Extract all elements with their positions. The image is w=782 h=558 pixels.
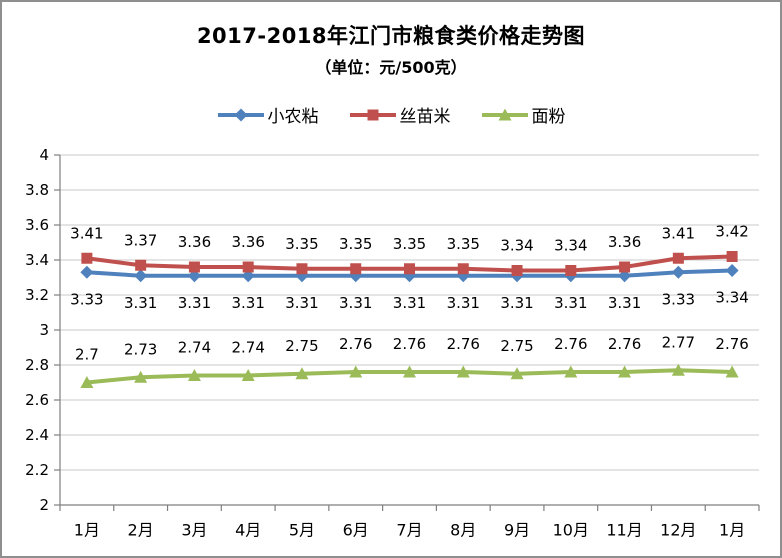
svg-text:2.7: 2.7 bbox=[75, 346, 99, 364]
svg-text:8月: 8月 bbox=[450, 521, 476, 540]
svg-text:3.31: 3.31 bbox=[554, 294, 587, 312]
svg-text:2.76: 2.76 bbox=[393, 335, 426, 353]
svg-text:3: 3 bbox=[39, 321, 49, 339]
svg-text:3.34: 3.34 bbox=[715, 289, 748, 307]
svg-text:12月: 12月 bbox=[660, 521, 696, 540]
svg-text:1月: 1月 bbox=[74, 521, 100, 540]
svg-text:2.76: 2.76 bbox=[715, 335, 748, 353]
svg-text:2.73: 2.73 bbox=[124, 340, 157, 358]
svg-text:3.37: 3.37 bbox=[124, 231, 157, 249]
legend-label: 面粉 bbox=[531, 107, 566, 127]
legend-label: 丝苗米 bbox=[399, 107, 451, 127]
svg-text:3.33: 3.33 bbox=[70, 290, 103, 308]
svg-text:2.8: 2.8 bbox=[25, 356, 49, 374]
svg-text:9月: 9月 bbox=[504, 521, 530, 540]
svg-text:3.31: 3.31 bbox=[500, 294, 533, 312]
svg-text:3.31: 3.31 bbox=[231, 294, 264, 312]
svg-text:3.31: 3.31 bbox=[608, 294, 641, 312]
svg-text:2.77: 2.77 bbox=[662, 333, 695, 351]
svg-text:5月: 5月 bbox=[289, 521, 315, 540]
svg-text:3.8: 3.8 bbox=[25, 181, 49, 199]
svg-text:2.76: 2.76 bbox=[447, 335, 480, 353]
svg-text:2.75: 2.75 bbox=[285, 337, 318, 355]
svg-text:2.76: 2.76 bbox=[554, 335, 587, 353]
svg-text:4: 4 bbox=[39, 146, 49, 164]
svg-text:3.36: 3.36 bbox=[608, 233, 641, 251]
svg-text:3.31: 3.31 bbox=[447, 294, 480, 312]
svg-text:1月: 1月 bbox=[719, 521, 745, 540]
svg-text:2.74: 2.74 bbox=[178, 339, 211, 357]
svg-text:11月: 11月 bbox=[606, 521, 642, 540]
svg-text:3.6: 3.6 bbox=[25, 216, 49, 234]
svg-text:3.34: 3.34 bbox=[554, 237, 587, 255]
svg-text:3.41: 3.41 bbox=[70, 224, 103, 242]
legend-item-series-2: 面粉 bbox=[481, 102, 566, 127]
svg-text:2月: 2月 bbox=[128, 521, 154, 540]
svg-text:10月: 10月 bbox=[553, 521, 589, 540]
svg-text:3.31: 3.31 bbox=[393, 294, 426, 312]
svg-text:2.75: 2.75 bbox=[500, 337, 533, 355]
chart-title: 2017-2018年江门市粮食类价格走势图 bbox=[196, 24, 586, 48]
svg-text:3.36: 3.36 bbox=[231, 233, 264, 251]
legend-label: 小农粘 bbox=[267, 107, 319, 127]
svg-text:2.2: 2.2 bbox=[25, 461, 49, 479]
svg-text:2.76: 2.76 bbox=[608, 335, 641, 353]
svg-text:3.33: 3.33 bbox=[662, 290, 695, 308]
legend-marker-triangle-icon bbox=[481, 108, 529, 122]
svg-text:2.6: 2.6 bbox=[25, 391, 49, 409]
svg-text:3.42: 3.42 bbox=[715, 223, 748, 241]
svg-text:3.35: 3.35 bbox=[393, 235, 426, 253]
svg-text:2.74: 2.74 bbox=[231, 339, 264, 357]
chart-subtitle: （单位：元/500克） bbox=[315, 58, 467, 77]
svg-text:2: 2 bbox=[39, 496, 49, 514]
svg-text:3.31: 3.31 bbox=[124, 294, 157, 312]
svg-text:4月: 4月 bbox=[235, 521, 261, 540]
svg-text:3.4: 3.4 bbox=[25, 251, 49, 269]
svg-text:3.31: 3.31 bbox=[339, 294, 372, 312]
svg-text:2.4: 2.4 bbox=[25, 426, 49, 444]
svg-text:7月: 7月 bbox=[396, 521, 422, 540]
svg-text:6月: 6月 bbox=[343, 521, 369, 540]
svg-text:3.31: 3.31 bbox=[285, 294, 318, 312]
svg-text:2.76: 2.76 bbox=[339, 335, 372, 353]
legend-item-series-1: 丝苗米 bbox=[349, 102, 451, 127]
legend-item-series-0: 小农粘 bbox=[217, 102, 319, 127]
svg-text:3.34: 3.34 bbox=[500, 237, 533, 255]
legend-marker-square-icon bbox=[349, 108, 397, 122]
svg-text:3.31: 3.31 bbox=[178, 294, 211, 312]
svg-text:3月: 3月 bbox=[181, 521, 207, 540]
svg-text:3.35: 3.35 bbox=[339, 235, 372, 253]
svg-text:3.36: 3.36 bbox=[178, 233, 211, 251]
chart-legend: 小农粘 丝苗米 面粉 bbox=[2, 102, 780, 127]
svg-text:3.35: 3.35 bbox=[447, 235, 480, 253]
svg-text:3.41: 3.41 bbox=[662, 224, 695, 242]
legend-marker-diamond-icon bbox=[217, 108, 265, 122]
svg-text:3.35: 3.35 bbox=[285, 235, 318, 253]
svg-text:3.2: 3.2 bbox=[25, 286, 49, 304]
